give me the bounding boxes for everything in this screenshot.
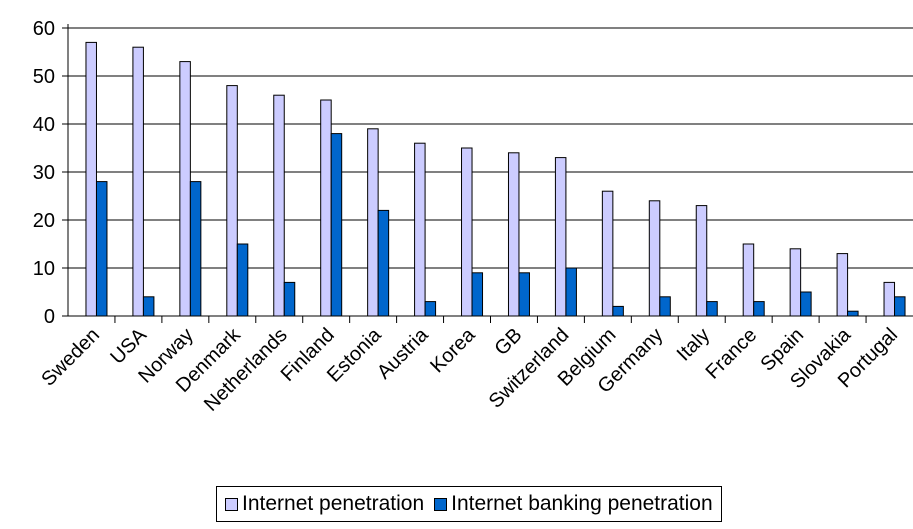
- y-tick-label: 40: [33, 114, 55, 136]
- bar-internet-penetration-switzerland: [554, 157, 567, 317]
- bar-internet-penetration-france: [742, 243, 755, 317]
- bar-internet-banking-penetration-sweden: [95, 181, 108, 317]
- legend-swatch-internet-penetration: [225, 497, 238, 511]
- bar-internet-banking-penetration-belgium: [612, 305, 624, 317]
- legend-item-internet-banking-penetration: Internet banking penetration: [434, 492, 713, 516]
- bar-internet-banking-penetration-france: [753, 301, 765, 317]
- bar-internet-penetration-denmark: [226, 85, 238, 317]
- bar-internet-penetration-gb: [507, 152, 520, 317]
- bar-chart: 0 10 20 30 40 50 60 Sweden USANorwayDenmarkNeth…: [33, 18, 913, 416]
- legend-label-internet-penetration: Internet penetration: [242, 492, 425, 515]
- bar-internet-penetration-portugal: [883, 281, 896, 317]
- x-tick-label-gb: GB: [491, 324, 527, 360]
- bar-internet-banking-penetration-netherlands: [283, 281, 296, 317]
- bar-internet-banking-penetration-switzerland: [565, 267, 577, 317]
- bar-internet-penetration-italy: [695, 205, 708, 317]
- bar-internet-banking-penetration-finland: [330, 133, 343, 317]
- bar-internet-banking-penetration-gb: [518, 272, 530, 317]
- bar-internet-penetration-netherlands: [273, 94, 285, 317]
- y-tick-label: 30: [33, 162, 55, 184]
- y-tick-label: 20: [33, 210, 55, 232]
- bar-internet-banking-penetration-usa: [142, 296, 155, 317]
- x-tick-label-austria: Austria: [373, 323, 433, 383]
- legend-item-internet-penetration: Internet penetration: [225, 492, 424, 516]
- bar-internet-banking-penetration-slovakia: [847, 310, 859, 317]
- legend-label-internet-banking-penetration: Internet banking penetration: [451, 492, 713, 515]
- bar-internet-penetration-spain: [789, 248, 802, 317]
- bar-internet-banking-penetration-denmark: [236, 243, 249, 317]
- bar-internet-penetration-austria: [414, 142, 426, 317]
- x-tick-label-italy: Italy: [673, 324, 714, 365]
- bar-internet-banking-penetration-italy: [706, 301, 718, 317]
- bar-internet-banking-penetration-estonia: [377, 209, 390, 317]
- bar-internet-banking-penetration-portugal: [894, 296, 906, 317]
- y-tick-label: 50: [33, 66, 55, 88]
- bar-internet-penetration-korea: [461, 147, 473, 317]
- x-tick-label-sweden: Sweden: [37, 324, 104, 391]
- axes: [62, 24, 913, 323]
- bar-internet-penetration-estonia: [367, 128, 379, 317]
- bar-internet-penetration-finland: [320, 99, 332, 317]
- x-tick-label-estonia: Estonia: [323, 323, 386, 386]
- x-tick-label-france: France: [702, 324, 762, 384]
- bar-internet-penetration-norway: [179, 61, 191, 317]
- bar-internet-banking-penetration-austria: [424, 301, 437, 317]
- bar-internet-banking-penetration-spain: [800, 291, 812, 317]
- bar-internet-penetration-usa: [132, 46, 144, 317]
- bar-internet-banking-penetration-germany: [659, 296, 671, 317]
- bar-internet-penetration-sweden: [85, 41, 97, 317]
- gridlines: [68, 27, 913, 269]
- y-tick-label: 10: [33, 258, 55, 280]
- x-tick-labels: Sweden USANorwayDenmarkNetherlandsFinland…: [37, 323, 902, 416]
- bar-internet-banking-penetration-norway: [189, 181, 202, 317]
- bar-internet-penetration-slovakia: [836, 253, 849, 317]
- legend-swatch-internet-banking-penetration: [434, 497, 448, 511]
- bar-internet-penetration-germany: [648, 200, 661, 317]
- bar-internet-banking-penetration-korea: [471, 272, 484, 317]
- bars: [85, 41, 906, 317]
- y-tick-label: 0: [44, 306, 55, 328]
- legend: Internet penetration Internet banking pe…: [216, 486, 722, 522]
- x-tick-label-korea: Korea: [426, 323, 480, 377]
- bar-internet-penetration-belgium: [601, 190, 614, 317]
- y-tick-labels: 0 10 20 30 40 50 60: [33, 18, 55, 328]
- y-tick-label: 60: [33, 18, 55, 40]
